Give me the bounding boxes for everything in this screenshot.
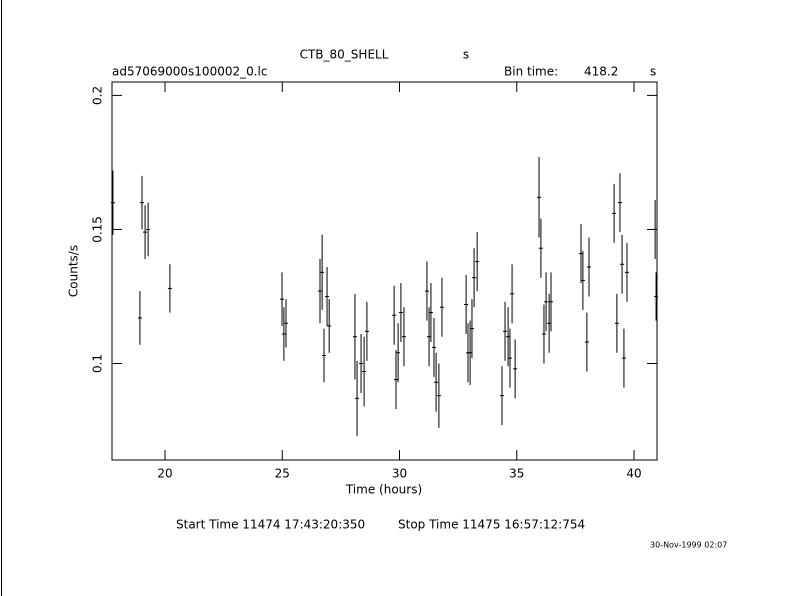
x-tick-label: 30 [392, 467, 407, 481]
y-tick-label: 0.2 [91, 86, 105, 105]
bin-label: Bin time: [504, 65, 558, 79]
file-name: ad57069000s100002_0.lc [112, 65, 268, 79]
stop-time: Stop Time 11475 16:57:12:754 [398, 518, 585, 532]
x-axis-label: Time (hours) [345, 483, 422, 497]
start-time: Start Time 11474 17:43:20:350 [176, 518, 365, 532]
date-stamp: 30-Nov-1999 02:07 [650, 541, 727, 550]
x-tick-label: 35 [509, 467, 524, 481]
y-tick-label: 0.15 [91, 216, 105, 243]
x-tick-label: 25 [275, 467, 290, 481]
x-tick-label: 40 [626, 467, 641, 481]
y-axis-label: Counts/s [67, 245, 81, 297]
x-tick-label: 20 [157, 467, 172, 481]
title-unit: s [463, 48, 469, 62]
chart-title: CTB_80_SHELL [300, 48, 389, 62]
bin-unit: s [650, 65, 656, 79]
bin-value: 418.2 [584, 65, 618, 79]
y-tick-label: 0.1 [91, 354, 105, 373]
plot-frame [111, 81, 658, 461]
